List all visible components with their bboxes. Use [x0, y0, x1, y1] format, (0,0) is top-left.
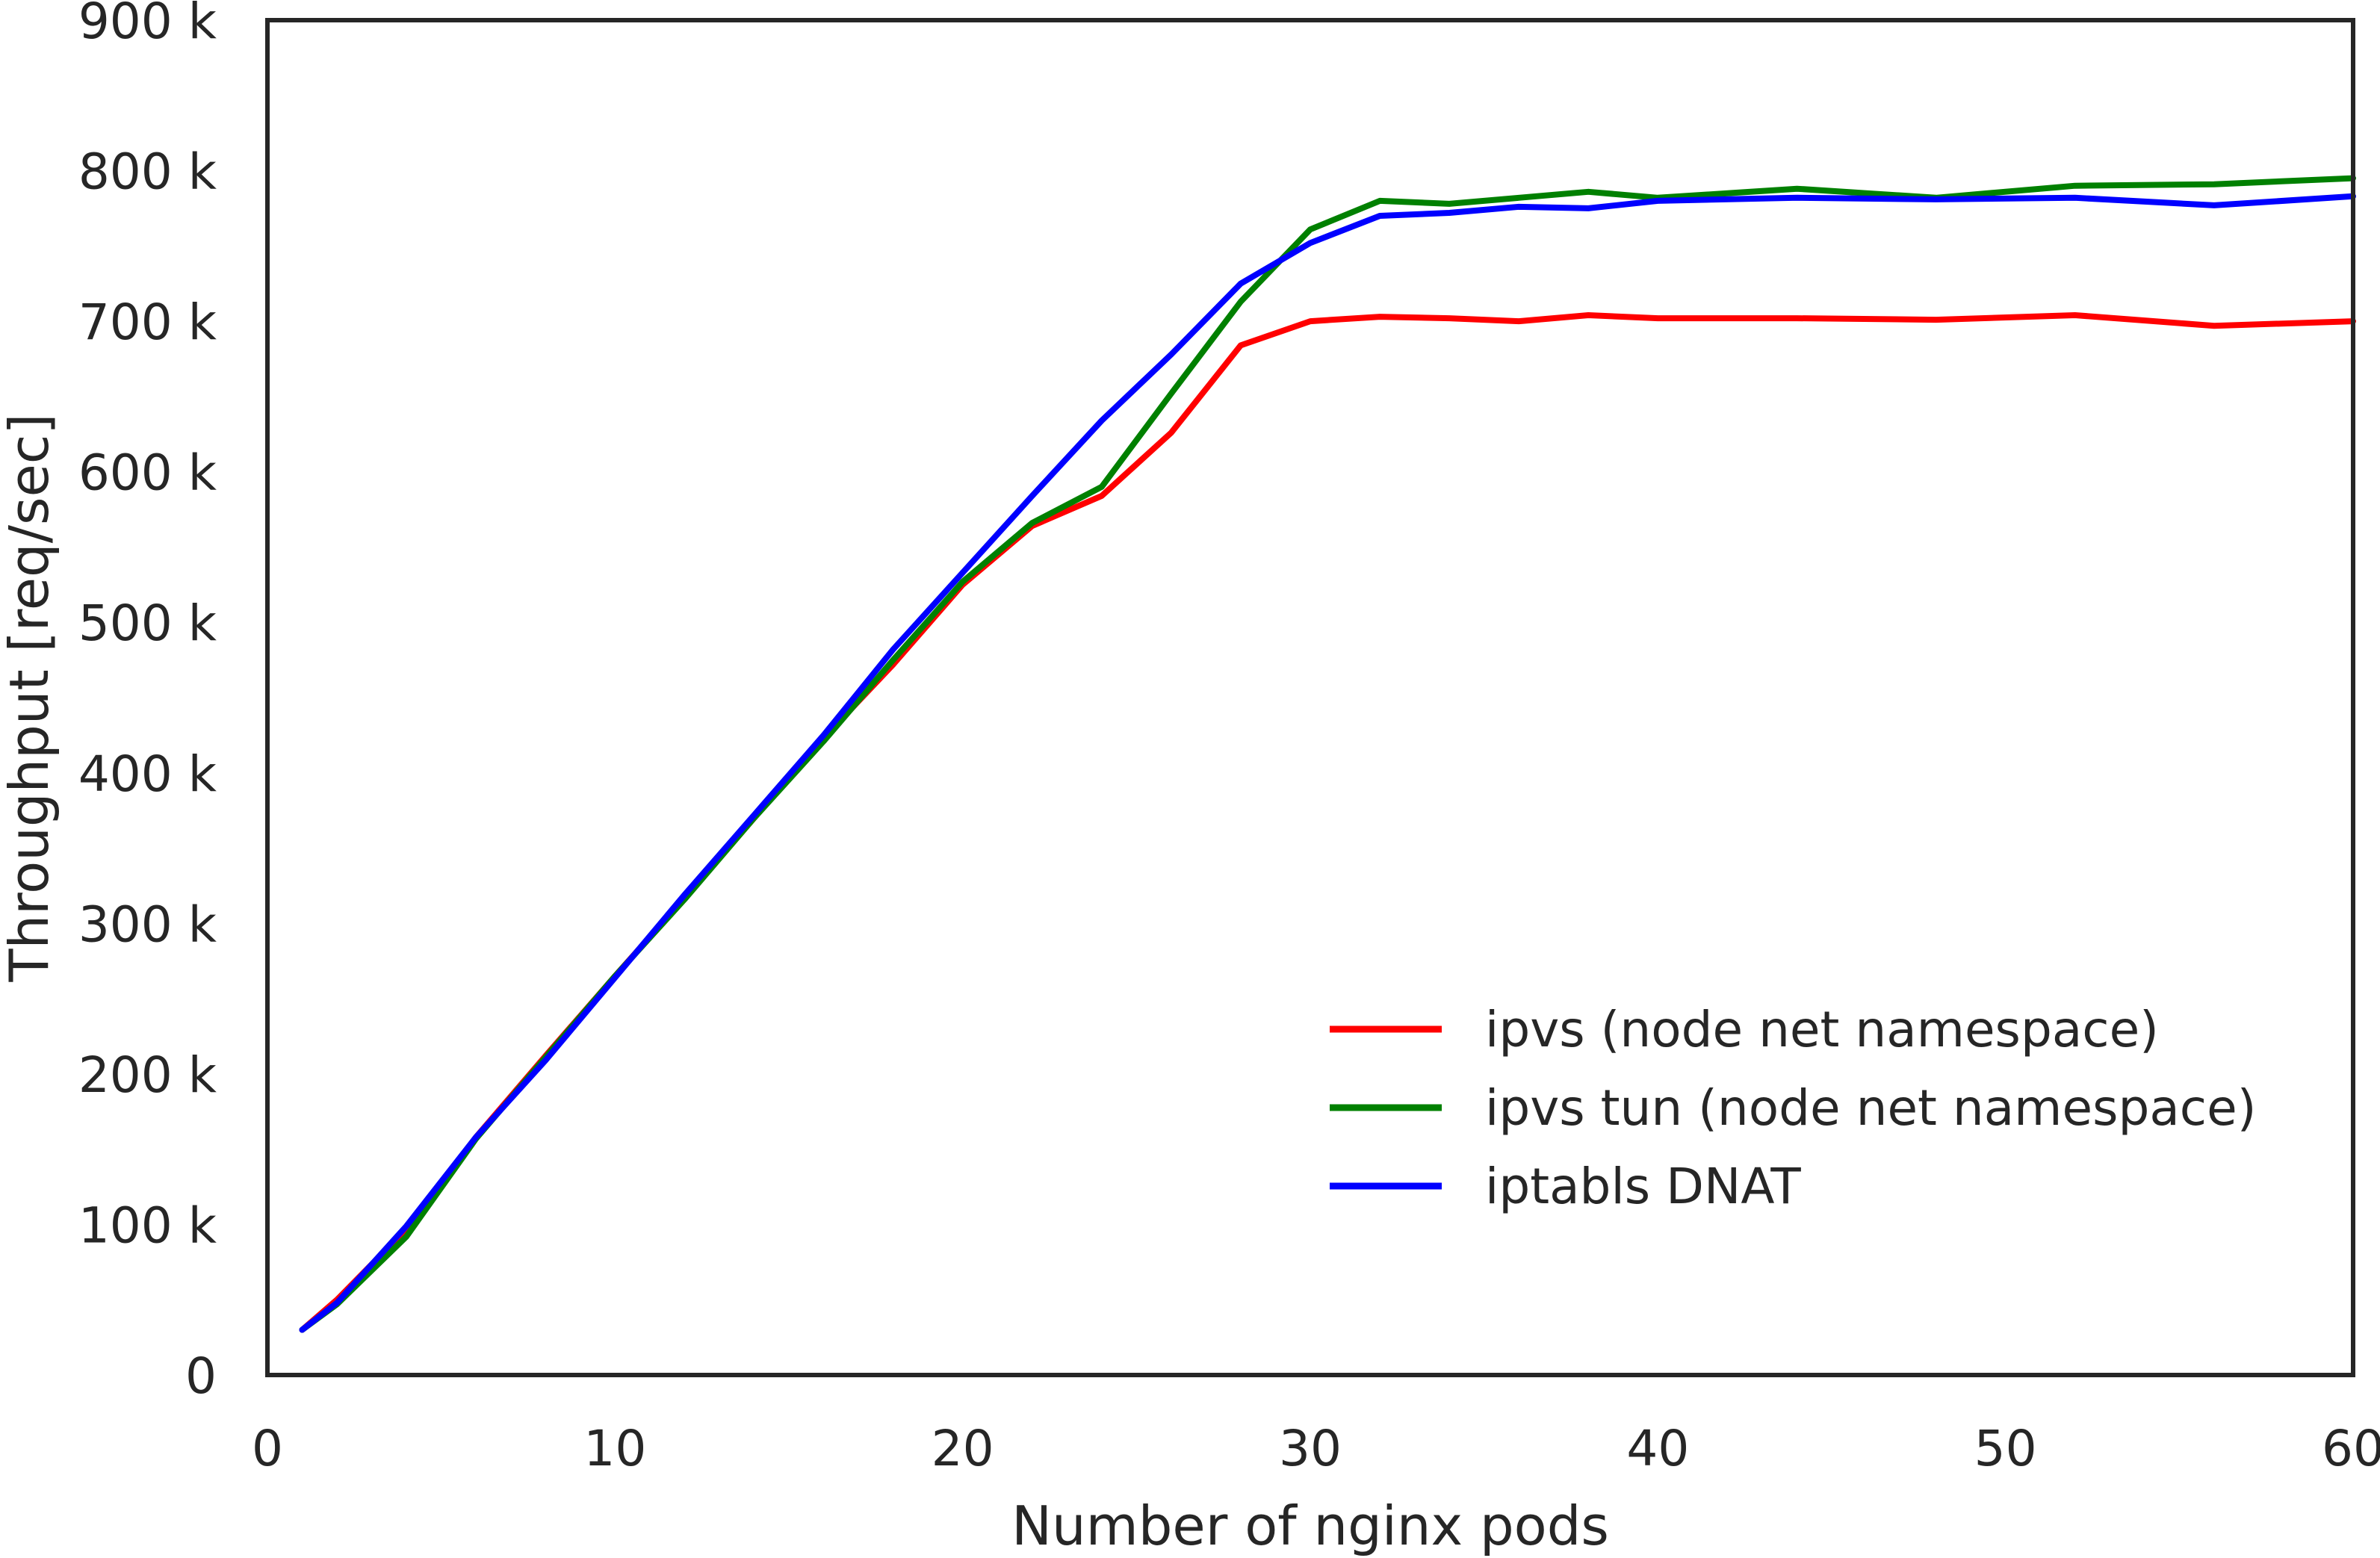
- y-tick-label: 100 k: [78, 1197, 217, 1254]
- legend: ipvs (node net namespace) ipvs tun (node …: [1330, 1001, 2256, 1215]
- y-tick-label: 200 k: [78, 1046, 217, 1104]
- legend-label: iptabls DNAT: [1485, 1158, 1801, 1215]
- x-tick-label: 40: [1626, 1420, 1689, 1477]
- y-tick-label: 500 k: [78, 595, 217, 652]
- series-line-1: [299, 312, 2356, 1333]
- y-tick-label: 0: [185, 1347, 217, 1405]
- y-tick-label: 600 k: [78, 444, 217, 502]
- y-tick-label: 400 k: [78, 745, 217, 803]
- x-tick-label: 0: [252, 1420, 283, 1477]
- x-tick-label: 10: [583, 1420, 646, 1477]
- legend-label: ipvs tun (node net namespace): [1485, 1079, 2256, 1137]
- series-line-2: [299, 175, 2356, 1333]
- x-tick-label: 20: [932, 1420, 994, 1477]
- x-axis-label: Number of nginx pods: [1011, 1495, 1609, 1557]
- series-lines: [299, 175, 2356, 1333]
- y-tick-label: 300 k: [78, 896, 217, 953]
- plot-frame: [265, 18, 2355, 1377]
- series-line-3: [299, 193, 2356, 1333]
- y-axis-label: Throughput [req/sec]: [0, 414, 61, 983]
- y-tick-label: 800 k: [78, 143, 217, 201]
- x-tick-label: 50: [1974, 1420, 2037, 1477]
- y-tick-label: 900 k: [78, 0, 217, 50]
- y-tick-label: 700 k: [78, 294, 217, 351]
- axis-ticks: 0 10 20 30 40 50 60 0 100 k 200 k 300 k 400 k 500 k 6…: [78, 0, 2380, 1477]
- x-tick-label: 30: [1279, 1420, 1342, 1477]
- x-tick-label: 60: [2322, 1420, 2380, 1477]
- legend-label: ipvs (node net namespace): [1485, 1001, 2159, 1058]
